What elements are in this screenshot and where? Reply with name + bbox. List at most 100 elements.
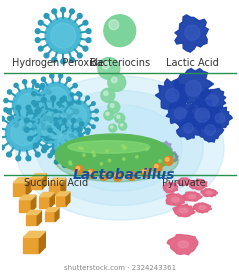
- Circle shape: [51, 150, 56, 154]
- Polygon shape: [61, 178, 66, 195]
- Circle shape: [51, 96, 56, 101]
- Circle shape: [78, 147, 81, 149]
- Circle shape: [71, 163, 76, 167]
- Circle shape: [69, 161, 71, 164]
- Polygon shape: [23, 237, 39, 253]
- Polygon shape: [31, 178, 42, 189]
- Polygon shape: [163, 183, 178, 193]
- Circle shape: [32, 92, 36, 96]
- Polygon shape: [173, 69, 214, 104]
- Polygon shape: [39, 192, 54, 197]
- Polygon shape: [66, 192, 70, 206]
- Polygon shape: [167, 234, 198, 255]
- Circle shape: [63, 96, 66, 100]
- Circle shape: [86, 131, 89, 134]
- Circle shape: [83, 46, 88, 51]
- Text: Succinic Acid: Succinic Acid: [24, 178, 88, 188]
- Polygon shape: [19, 195, 36, 200]
- Circle shape: [110, 104, 114, 108]
- Circle shape: [81, 147, 83, 150]
- Polygon shape: [167, 151, 178, 163]
- Circle shape: [63, 163, 67, 167]
- Circle shape: [45, 18, 81, 53]
- Circle shape: [32, 127, 36, 131]
- Circle shape: [38, 46, 43, 51]
- Circle shape: [57, 125, 60, 129]
- Polygon shape: [170, 155, 175, 159]
- Circle shape: [70, 9, 74, 14]
- Ellipse shape: [36, 90, 203, 206]
- Polygon shape: [155, 79, 188, 109]
- Circle shape: [92, 102, 95, 105]
- Polygon shape: [19, 200, 31, 212]
- Circle shape: [101, 172, 104, 176]
- Polygon shape: [174, 108, 186, 119]
- Circle shape: [98, 57, 120, 80]
- Circle shape: [16, 105, 21, 110]
- Circle shape: [104, 15, 136, 46]
- Circle shape: [92, 151, 94, 153]
- Circle shape: [70, 134, 74, 137]
- Circle shape: [26, 105, 31, 110]
- Circle shape: [23, 80, 27, 84]
- Polygon shape: [31, 174, 46, 178]
- Circle shape: [61, 8, 65, 12]
- Polygon shape: [199, 88, 226, 115]
- Polygon shape: [177, 116, 201, 139]
- Circle shape: [86, 38, 91, 43]
- Circle shape: [61, 59, 65, 64]
- Circle shape: [101, 88, 115, 102]
- Circle shape: [155, 165, 158, 168]
- Circle shape: [111, 77, 117, 83]
- Circle shape: [27, 109, 32, 114]
- Circle shape: [109, 20, 119, 30]
- Circle shape: [68, 143, 73, 148]
- Circle shape: [34, 106, 72, 144]
- Circle shape: [73, 109, 77, 113]
- Circle shape: [146, 148, 148, 150]
- Ellipse shape: [55, 140, 178, 182]
- Circle shape: [143, 169, 146, 173]
- Polygon shape: [179, 208, 188, 213]
- Circle shape: [110, 126, 113, 128]
- Polygon shape: [49, 183, 61, 195]
- Polygon shape: [177, 178, 192, 186]
- Circle shape: [51, 23, 76, 48]
- Circle shape: [141, 168, 150, 177]
- Circle shape: [75, 165, 83, 174]
- Circle shape: [104, 91, 108, 95]
- Circle shape: [77, 118, 82, 123]
- Circle shape: [83, 20, 88, 25]
- Text: Pyruvate: Pyruvate: [162, 178, 205, 188]
- Circle shape: [78, 93, 82, 97]
- Circle shape: [122, 144, 124, 147]
- Circle shape: [136, 156, 138, 158]
- Circle shape: [0, 145, 4, 150]
- Polygon shape: [50, 192, 54, 207]
- Circle shape: [52, 9, 57, 14]
- Circle shape: [38, 20, 43, 25]
- Circle shape: [108, 159, 111, 162]
- Polygon shape: [206, 94, 218, 106]
- Polygon shape: [13, 183, 26, 196]
- Polygon shape: [39, 231, 45, 253]
- Circle shape: [4, 99, 8, 103]
- Polygon shape: [172, 197, 179, 202]
- Polygon shape: [56, 192, 70, 196]
- Circle shape: [87, 169, 95, 178]
- Polygon shape: [215, 113, 225, 123]
- Circle shape: [67, 115, 71, 119]
- Polygon shape: [185, 25, 200, 40]
- Circle shape: [108, 73, 126, 91]
- Circle shape: [14, 123, 18, 127]
- Circle shape: [35, 83, 39, 88]
- Circle shape: [123, 147, 126, 150]
- Polygon shape: [42, 174, 46, 189]
- Circle shape: [86, 128, 90, 132]
- Circle shape: [27, 136, 32, 141]
- Circle shape: [164, 157, 173, 165]
- Circle shape: [48, 128, 52, 132]
- Circle shape: [129, 172, 132, 176]
- Circle shape: [89, 136, 94, 141]
- Circle shape: [51, 99, 55, 103]
